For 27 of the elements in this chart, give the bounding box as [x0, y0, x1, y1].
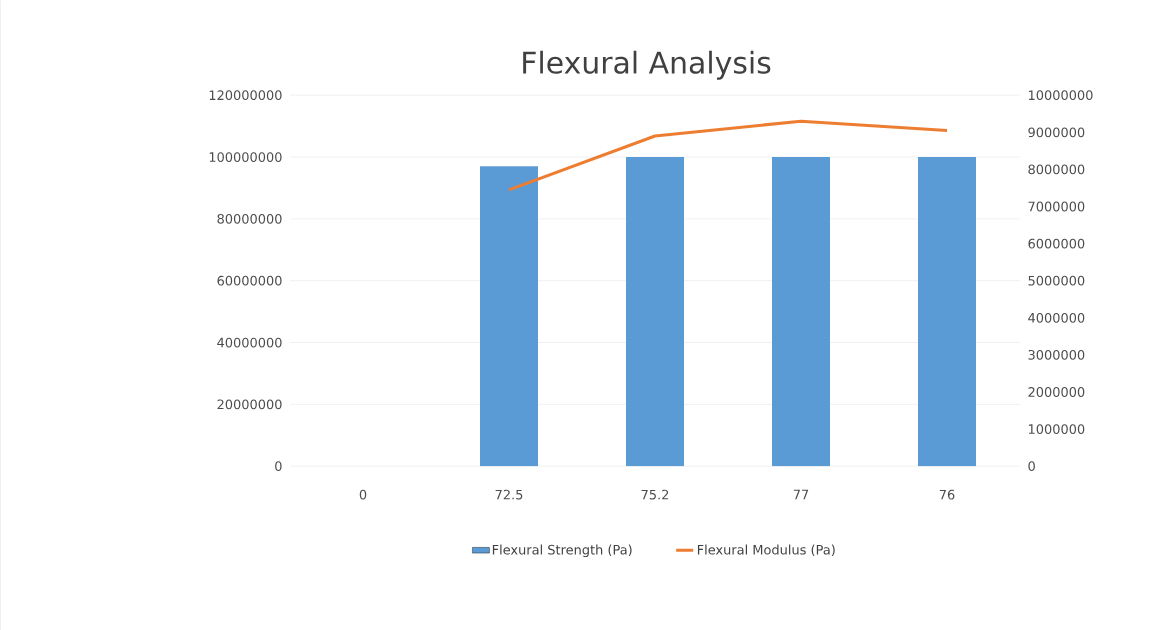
y2-tick-label: 7000000	[1028, 201, 1085, 212]
x-tick-label: 77	[793, 489, 809, 499]
y2-tick-label: 1000000	[1028, 424, 1085, 434]
y2-tick-label: 6000000	[1028, 238, 1085, 249]
y2-tick-label: 3000000	[1028, 349, 1085, 360]
y-tick-label: 100000000	[209, 151, 282, 162]
y2-tick-label: 10000000	[1028, 90, 1093, 100]
x-tick-label: 75.2	[641, 489, 669, 500]
y-tick-label: 20000000	[217, 399, 282, 410]
y-tick-label: 120000000	[209, 90, 282, 100]
y2-tick-label: 2000000	[1028, 386, 1085, 397]
x-tick-label: 0	[359, 489, 367, 500]
y2-tick-label: 0	[1028, 461, 1035, 471]
y-tick-label: 40000000	[217, 337, 282, 348]
y2-tick-label: 4000000	[1028, 312, 1085, 323]
y2-tick-label: 9000000	[1028, 127, 1085, 138]
chart-title: Flexural Analysis	[523, 50, 771, 80]
legend-label: Flexural Modulus (Pa)	[697, 544, 835, 556]
line-series	[507, 119, 949, 192]
y2-tick-label: 5000000	[1028, 275, 1085, 286]
legend-label: Flexural Strength (Pa)	[492, 544, 632, 557]
y-tick-label: 0	[275, 461, 282, 471]
y2-tick-label: 8000000	[1028, 164, 1085, 175]
x-tick-label: 72.5	[495, 489, 523, 500]
y-tick-label: 60000000	[217, 275, 282, 286]
x-tick-label: 76	[939, 489, 955, 500]
y-tick-label: 80000000	[217, 213, 282, 224]
